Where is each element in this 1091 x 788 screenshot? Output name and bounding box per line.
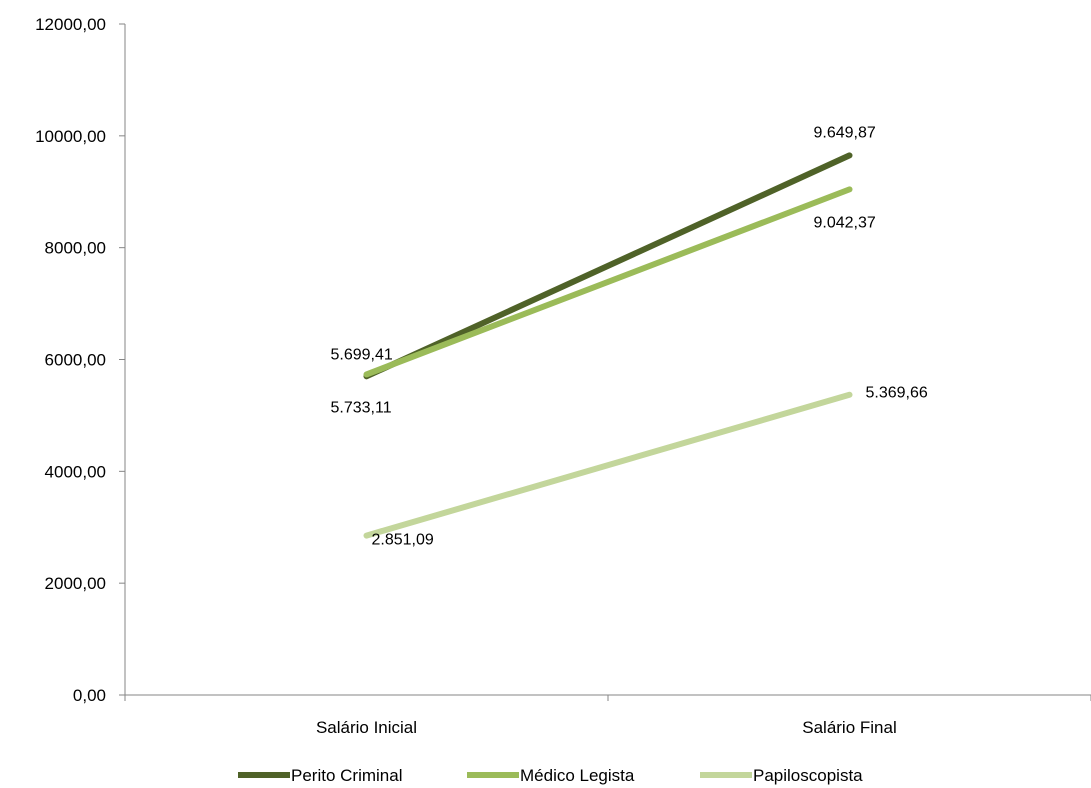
axes <box>124 24 1091 696</box>
y-tick-label: 6000,00 <box>45 351 106 370</box>
y-axis-ticks: 0,00 2000,00 4000,00 6000,00 8000,00 10000,00… <box>35 15 125 705</box>
data-label: 9.042,37 <box>814 214 876 231</box>
legend: Perito Criminal Médico Legista Papiloscopi… <box>238 766 863 785</box>
y-tick-label: 8000,00 <box>45 239 106 258</box>
y-tick-label: 4000,00 <box>45 462 106 481</box>
series-line <box>363 391 853 539</box>
data-label: 2.851,09 <box>372 532 434 549</box>
y-tick-label: 12000,00 <box>35 15 106 34</box>
series-line <box>363 152 853 380</box>
data-label: 5.369,66 <box>866 385 928 402</box>
series-line <box>363 186 853 378</box>
data-label: 5.733,11 <box>331 399 392 416</box>
legend-label: Papiloscopista <box>753 766 863 785</box>
legend-label: Perito Criminal <box>291 766 402 785</box>
y-tick-label: 10000,00 <box>35 127 106 146</box>
y-tick-label: 2000,00 <box>45 574 106 593</box>
x-category-label: Salário Inicial <box>316 718 417 737</box>
data-labels: 5.699,41 9.649,87 5.733,11 9.042,37 2.851,09… <box>331 124 928 548</box>
legend-label: Médico Legista <box>520 766 635 785</box>
x-axis-categories: Salário Inicial Salário Final <box>124 695 1091 737</box>
data-label: 9.649,87 <box>814 124 876 141</box>
x-category-label: Salário Final <box>802 718 897 737</box>
y-tick-label: 0,00 <box>73 686 106 705</box>
data-label: 5.699,41 <box>331 346 393 363</box>
series-lines <box>363 152 853 539</box>
